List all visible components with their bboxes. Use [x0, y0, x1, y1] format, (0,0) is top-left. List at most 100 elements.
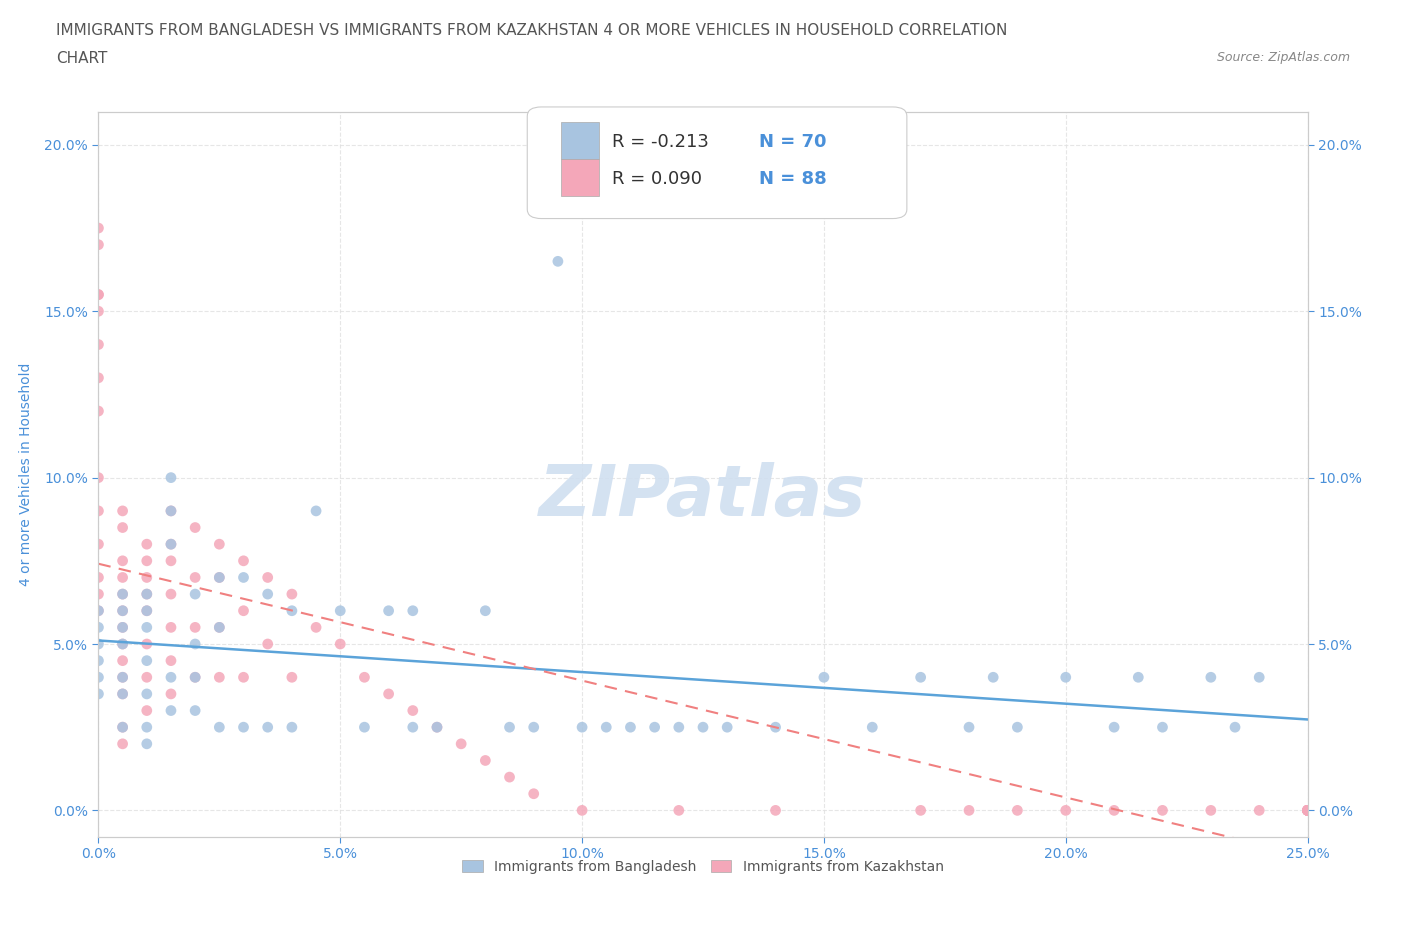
Point [135, 570, 157, 585]
Point [1296, 803, 1319, 817]
Point [87, 337, 110, 352]
Point [135, 587, 157, 602]
Point [1249, 803, 1271, 817]
Point [571, 720, 593, 735]
Point [135, 703, 157, 718]
Point [135, 587, 157, 602]
Point [184, 670, 207, 684]
Point [87, 503, 110, 518]
Point [135, 686, 157, 701]
Point [160, 620, 183, 635]
Point [87, 287, 110, 302]
Point [135, 537, 157, 551]
Point [232, 720, 254, 735]
Point [1249, 670, 1271, 684]
Point [981, 670, 1004, 684]
Point [87, 587, 110, 602]
Point [87, 537, 110, 551]
Point [1296, 803, 1319, 817]
Point [474, 753, 496, 768]
Point [1199, 803, 1222, 817]
Point [111, 720, 134, 735]
Point [1296, 803, 1319, 817]
Point [135, 604, 157, 618]
Point [87, 670, 110, 684]
Point [668, 720, 690, 735]
Point [1296, 803, 1319, 817]
Point [184, 703, 207, 718]
Point [668, 803, 690, 817]
Text: Source: ZipAtlas.com: Source: ZipAtlas.com [1216, 51, 1350, 64]
Point [160, 553, 183, 568]
Point [184, 570, 207, 585]
Point [87, 686, 110, 701]
Text: N = 88: N = 88 [759, 170, 827, 189]
Point [1007, 803, 1029, 817]
Point [87, 404, 110, 418]
Point [160, 537, 183, 551]
Text: R = 0.090: R = 0.090 [612, 170, 702, 189]
Text: N = 70: N = 70 [759, 133, 827, 152]
Point [208, 620, 231, 635]
Point [353, 720, 375, 735]
Point [111, 570, 134, 585]
Point [619, 720, 641, 735]
Point [281, 604, 304, 618]
Point [402, 703, 425, 718]
Point [160, 503, 183, 518]
Point [1296, 803, 1319, 817]
Point [87, 604, 110, 618]
Point [329, 636, 352, 651]
Point [87, 636, 110, 651]
Point [1054, 803, 1077, 817]
Text: CHART: CHART [56, 51, 108, 66]
Point [692, 720, 714, 735]
Point [135, 553, 157, 568]
Point [184, 620, 207, 635]
Point [1296, 803, 1319, 817]
Point [208, 620, 231, 635]
Point [1152, 720, 1174, 735]
Point [1007, 720, 1029, 735]
Point [281, 587, 304, 602]
Point [87, 620, 110, 635]
Y-axis label: 4 or more Vehicles in Household: 4 or more Vehicles in Household [20, 363, 32, 586]
Point [813, 670, 835, 684]
Point [87, 370, 110, 385]
Point [208, 570, 231, 585]
Point [160, 670, 183, 684]
Point [1128, 670, 1150, 684]
Point [87, 653, 110, 668]
Point [87, 220, 110, 235]
Point [208, 537, 231, 551]
Point [256, 570, 278, 585]
Point [402, 604, 425, 618]
Text: R = -0.213: R = -0.213 [612, 133, 709, 152]
Point [232, 604, 254, 618]
Point [305, 620, 328, 635]
Point [111, 686, 134, 701]
Point [160, 703, 183, 718]
Point [426, 720, 449, 735]
Point [111, 553, 134, 568]
Point [135, 720, 157, 735]
Point [87, 570, 110, 585]
Point [160, 537, 183, 551]
Point [232, 570, 254, 585]
Point [377, 604, 399, 618]
Point [111, 720, 134, 735]
Point [160, 503, 183, 518]
Point [910, 803, 932, 817]
Point [135, 620, 157, 635]
Point [498, 720, 520, 735]
Point [184, 636, 207, 651]
Point [595, 720, 617, 735]
Point [111, 636, 134, 651]
Point [111, 620, 134, 635]
Point [1199, 670, 1222, 684]
Point [256, 720, 278, 735]
Point [135, 636, 157, 651]
Point [87, 237, 110, 252]
Point [111, 737, 134, 751]
Point [765, 803, 787, 817]
